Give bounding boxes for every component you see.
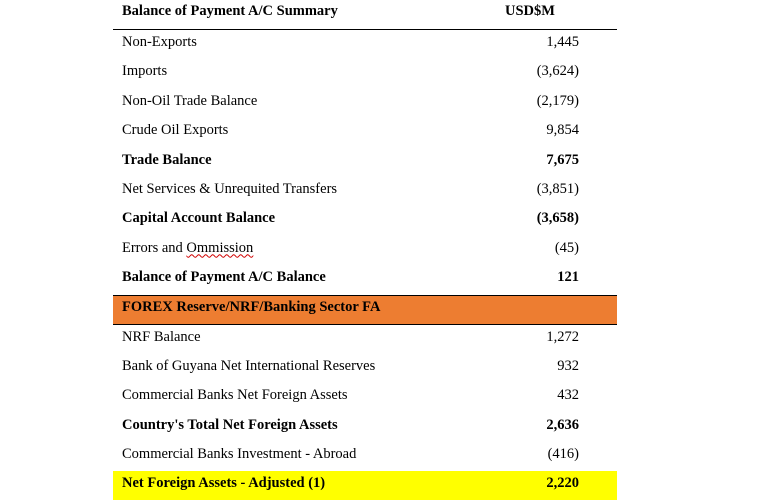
row-value: 7,675 xyxy=(546,151,579,168)
row-value: 2,636 xyxy=(546,416,579,433)
table-row: Imports (3,624) xyxy=(113,59,617,88)
row-value: (416) xyxy=(547,446,579,463)
row-label: Net Foreign Assets - Adjusted (1) xyxy=(122,475,326,492)
row-label: Commercial Banks Net Foreign Assets xyxy=(122,387,348,404)
row-value: (3,658) xyxy=(536,210,579,227)
row-label: Capital Account Balance xyxy=(122,210,276,227)
row-label: Errors and Ommission xyxy=(122,236,253,260)
row-value: (2,179) xyxy=(536,92,579,109)
unit-header: USD$M xyxy=(505,3,555,19)
row-label: Non-Exports xyxy=(122,34,197,50)
spelling-flagged-word: Ommission xyxy=(186,239,254,256)
row-label-prefix: Errors and xyxy=(122,239,187,256)
row-label: Commercial Banks Investment - Abroad xyxy=(122,446,357,463)
table-row-subtotal: Trade Balance 7,675 xyxy=(113,148,617,177)
row-value: 121 xyxy=(557,269,579,286)
table-title: Balance of Payment A/C Summary xyxy=(122,3,338,19)
row-label: Bank of Guyana Net International Reserve… xyxy=(122,357,376,374)
table-row: Crude Oil Exports 9,854 xyxy=(113,118,617,147)
row-label: Crude Oil Exports xyxy=(122,122,229,139)
table-header: Balance of Payment A/C Summary USD$M xyxy=(113,0,617,30)
table-row: Net Services & Unrequited Transfers (3,8… xyxy=(113,177,617,206)
section-header-forex: FOREX Reserve/NRF/Banking Sector FA xyxy=(113,294,617,325)
row-label: Trade Balance xyxy=(122,151,212,168)
row-value: 932 xyxy=(557,357,579,374)
row-value: (45) xyxy=(554,239,579,256)
table-row-subtotal: Balance of Payment A/C Balance 121 xyxy=(113,265,617,294)
row-label: Net Services & Unrequited Transfers xyxy=(122,180,338,197)
row-label: NRF Balance xyxy=(122,328,201,345)
table-row: Errors and Ommission (45) xyxy=(113,236,617,265)
row-value: (3,851) xyxy=(536,180,579,197)
section-title: FOREX Reserve/NRF/Banking Sector FA xyxy=(122,298,381,315)
row-value: 2,220 xyxy=(546,475,579,492)
row-value: 432 xyxy=(557,387,579,404)
row-label: Non-Oil Trade Balance xyxy=(122,92,258,109)
table-row: Bank of Guyana Net International Reserve… xyxy=(113,354,617,383)
table-row: Commercial Banks Investment - Abroad (41… xyxy=(113,442,617,471)
row-label: Country's Total Net Foreign Assets xyxy=(122,416,338,433)
row-label: Imports xyxy=(122,63,168,80)
table-row-subtotal: Capital Account Balance (3,658) xyxy=(113,206,617,235)
row-value: (3,624) xyxy=(536,63,579,80)
row-value: 9,854 xyxy=(546,122,579,139)
row-value: 1,445 xyxy=(546,34,579,50)
table-row: Non-Exports 1,445 xyxy=(113,30,617,59)
table-row: Non-Oil Trade Balance (2,179) xyxy=(113,89,617,118)
table-row: NRF Balance 1,272 xyxy=(113,325,617,354)
table-row-total: Net Foreign Assets - Adjusted (1) 2,220 xyxy=(113,471,617,501)
balance-of-payment-table: Balance of Payment A/C Summary USD$M Non… xyxy=(113,0,617,501)
row-label: Balance of Payment A/C Balance xyxy=(122,269,326,286)
table-row: Commercial Banks Net Foreign Assets 432 xyxy=(113,383,617,412)
table-row-subtotal: Country's Total Net Foreign Assets 2,636 xyxy=(113,413,617,442)
row-value: 1,272 xyxy=(546,328,579,345)
